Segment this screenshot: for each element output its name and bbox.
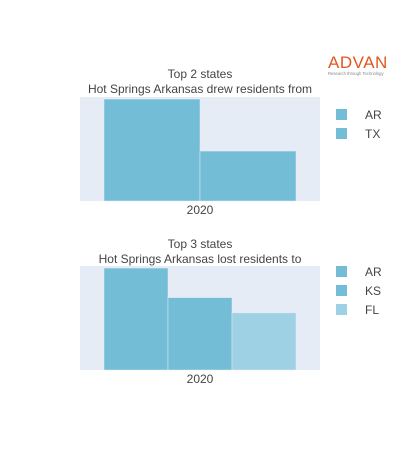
chart-2-title-line-1: Top 3 states (167, 237, 233, 251)
legend-swatch (336, 285, 347, 296)
chart-1-bar-tx (199, 150, 297, 202)
legend-swatch (336, 266, 347, 277)
legend-swatch (336, 128, 347, 139)
logo-wordmark: ADVAN (328, 53, 388, 72)
legend-label: AR (365, 107, 382, 122)
advan-logo: ADVAN Research through Technology (328, 54, 392, 77)
chart-2-title: Top 3 states Hot Springs Arkansas lost r… (0, 237, 400, 267)
legend-item-tx[interactable]: TX (336, 124, 382, 143)
chart-1-x-tick-label: 2020 (187, 203, 214, 217)
legend-swatch (336, 109, 347, 120)
chart-2-bar-fl (231, 312, 297, 371)
chart-1-title: Top 2 states Hot Springs Arkansas drew r… (0, 67, 400, 97)
chart-1-title-line-1: Top 2 states (167, 67, 233, 81)
chart-2-title-line-2: Hot Springs Arkansas lost residents to (98, 252, 302, 266)
legend-item-ks[interactable]: KS (336, 281, 382, 300)
chart-2-bar-ar (103, 267, 169, 371)
chart-1-bar-ar (103, 98, 201, 202)
chart-2-x-tick-label: 2020 (187, 372, 214, 386)
chart-1-legend: AR TX (336, 105, 382, 143)
legend-label: AR (365, 264, 382, 279)
legend-label: FL (365, 302, 380, 317)
logo-tagline: Research through Technology (328, 71, 384, 76)
legend-item-ar[interactable]: AR (336, 262, 382, 281)
legend-label: KS (365, 283, 382, 298)
chart-2-bar-ks (167, 297, 233, 371)
legend-item-ar[interactable]: AR (336, 105, 382, 124)
legend-label: TX (365, 126, 381, 141)
legend-item-fl[interactable]: FL (336, 300, 382, 319)
legend-swatch (336, 304, 347, 315)
chart-1-title-line-2: Hot Springs Arkansas drew residents from (87, 82, 313, 96)
chart-2-legend: AR KS FL (336, 262, 382, 319)
